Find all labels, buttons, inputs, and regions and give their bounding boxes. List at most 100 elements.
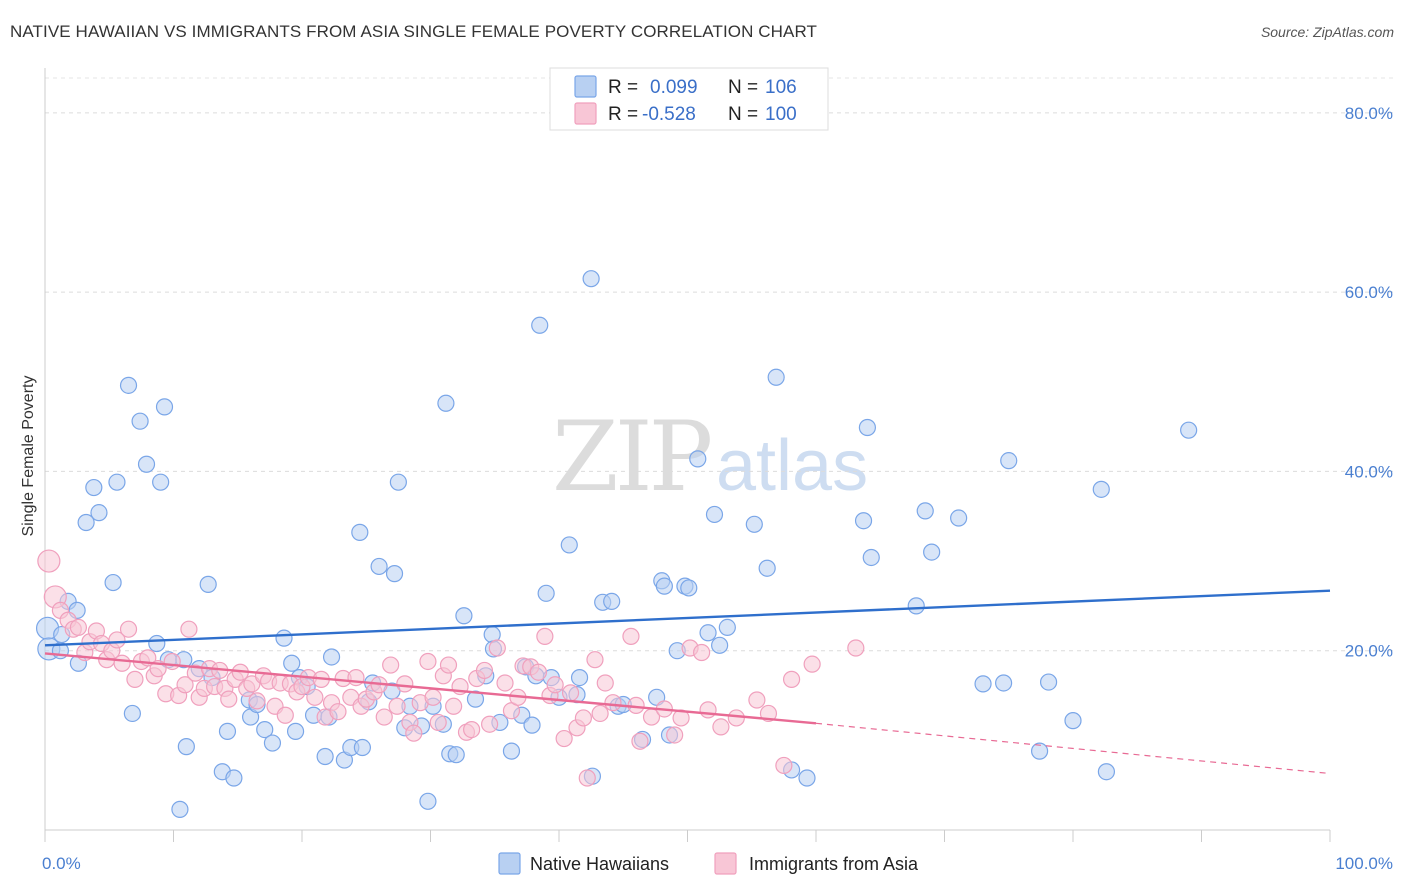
bottom-legend-swatch-native-hawaiians — [498, 852, 521, 875]
legend-r-value-1: 0.099 — [650, 77, 698, 98]
native-hawaiian-point-74 — [537, 584, 555, 602]
immigrant-asia-point-79 — [496, 674, 514, 692]
immigrant-asia-point-88 — [555, 729, 573, 748]
native-hawaiian-point-61 — [447, 746, 465, 764]
native-hawaiian-point-62 — [455, 607, 473, 625]
immigrant-asia-point-62 — [396, 675, 414, 693]
series-native-hawaiians — [35, 270, 1198, 818]
native-hawaiian-point-36 — [286, 722, 305, 740]
immigrant-asia-point-102 — [666, 726, 684, 744]
native-hawaiian-point-11 — [108, 473, 126, 491]
native-hawaiian-point-101 — [767, 368, 785, 386]
immigrant-asia-point-71 — [445, 697, 463, 715]
native-hawaiian-point-52 — [389, 473, 407, 491]
immigrant-asia-point-105 — [693, 643, 711, 662]
immigrant-asia-point-112 — [782, 670, 801, 688]
immigrant-asia-point-13 — [113, 654, 131, 672]
native-hawaiian-point-112 — [995, 674, 1013, 692]
immigrant-asia-point-78 — [488, 639, 506, 657]
native-hawaiian-point-42 — [322, 648, 341, 666]
legend-r-label-2: R = — [608, 104, 638, 125]
gridlines — [45, 77, 1393, 652]
native-hawaiian-point-28 — [225, 769, 243, 787]
y-axis-title: Single Female Poverty — [20, 376, 37, 537]
x-tick-label-max: 100.0% — [1335, 854, 1393, 873]
trend-lines — [44, 589, 1331, 775]
immigrant-asia-point-108 — [727, 709, 745, 727]
native-hawaiian-point-114 — [1030, 742, 1049, 760]
x-tick-label-min: 0.0% — [42, 854, 81, 873]
native-hawaiian-point-117 — [1092, 480, 1110, 498]
immigrant-asia-point-99 — [631, 732, 649, 750]
immigrant-asia-point-5 — [69, 618, 88, 636]
immigrants-asia-trend-line — [44, 652, 817, 725]
native-hawaiian-point-93 — [680, 579, 698, 597]
x-ticks — [44, 830, 1331, 842]
native-hawaiian-point-17 — [152, 473, 170, 491]
native-hawaiian-point-49 — [370, 557, 388, 576]
native-hawaiian-point-12 — [119, 376, 138, 394]
legend-n-value-1: 106 — [765, 77, 797, 98]
legend-n-label-1: N = — [728, 77, 758, 98]
native-hawaiian-point-110 — [950, 509, 968, 527]
immigrant-asia-point-42 — [276, 706, 294, 724]
immigrant-asia-point-85 — [536, 627, 554, 645]
immigrant-asia-point-107 — [712, 718, 730, 736]
immigrants-asia-trend-extension — [815, 722, 1331, 775]
native-hawaiian-point-10 — [104, 573, 122, 592]
native-hawaiian-point-118 — [1097, 763, 1116, 781]
native-hawaiian-point-89 — [655, 577, 673, 595]
native-hawaiian-point-59 — [437, 394, 455, 412]
immigrant-asia-point-47 — [306, 688, 324, 706]
native-hawaiian-point-119 — [1180, 421, 1198, 439]
immigrant-asia-point-94 — [591, 704, 609, 723]
native-hawaiian-point-56 — [419, 792, 437, 810]
chart-title: NATIVE HAWAIIAN VS IMMIGRANTS FROM ASIA … — [10, 22, 818, 41]
native-hawaiian-point-105 — [858, 418, 877, 437]
native-hawaiian-point-103 — [798, 769, 816, 787]
immigrant-asia-point-15 — [126, 670, 144, 688]
native-hawaiian-point-71 — [523, 716, 541, 734]
bottom-legend-swatch-immigrants-asia — [714, 852, 737, 875]
native-hawaiian-point-77 — [560, 536, 578, 554]
native-hawaiian-point-113 — [1000, 452, 1018, 470]
immigrant-asia-point-106 — [699, 701, 717, 719]
native-hawaiian-point-18 — [155, 398, 174, 416]
bottom-legend-label-native-hawaiians: Native Hawaiians — [530, 854, 669, 874]
immigrant-asia-point-76 — [475, 661, 494, 680]
immigrant-asia-point-74 — [463, 720, 481, 739]
native-hawaiian-point-108 — [916, 502, 934, 520]
data-points — [35, 270, 1198, 818]
source-label: Source: ZipAtlas.com — [1260, 24, 1394, 40]
native-hawaiian-point-116 — [1064, 712, 1082, 730]
immigrant-asia-point-51 — [329, 703, 347, 721]
native-hawaiian-point-100 — [758, 559, 776, 577]
native-hawaiian-point-14 — [131, 412, 149, 430]
immigrant-asia-point-32 — [220, 690, 238, 708]
immigrant-asia-point-93 — [586, 651, 604, 669]
immigrant-asia-point-91 — [574, 709, 593, 727]
native-hawaiian-point-111 — [974, 675, 992, 693]
immigrant-asia-point-89 — [561, 684, 580, 702]
native-hawaiian-point-80 — [582, 270, 600, 288]
legend-r-value-2: -0.528 — [642, 104, 696, 125]
native-hawaiian-point-79 — [570, 668, 589, 687]
native-hawaiian-point-83 — [603, 592, 621, 611]
immigrant-asia-point-68 — [429, 713, 447, 732]
immigrant-asia-point-70 — [439, 656, 458, 674]
y-tick-label-40: 40.0% — [1345, 462, 1393, 481]
immigrant-asia-point-97 — [622, 627, 640, 645]
native-hawaiian-point-24 — [199, 575, 217, 593]
native-hawaiians-trend-line — [44, 589, 1331, 647]
immigrant-asia-point-0 — [37, 549, 61, 573]
immigrant-asia-point-21 — [163, 652, 181, 671]
native-hawaiian-point-68 — [502, 742, 521, 760]
native-hawaiian-point-15 — [137, 455, 156, 473]
native-hawaiian-point-104 — [854, 512, 873, 530]
native-hawaiian-point-13 — [123, 704, 141, 723]
native-hawaiian-point-32 — [256, 720, 274, 739]
native-hawaiian-point-45 — [351, 523, 369, 541]
immigrant-asia-point-66 — [419, 652, 437, 671]
legend-swatch-native-hawaiians — [574, 75, 597, 98]
